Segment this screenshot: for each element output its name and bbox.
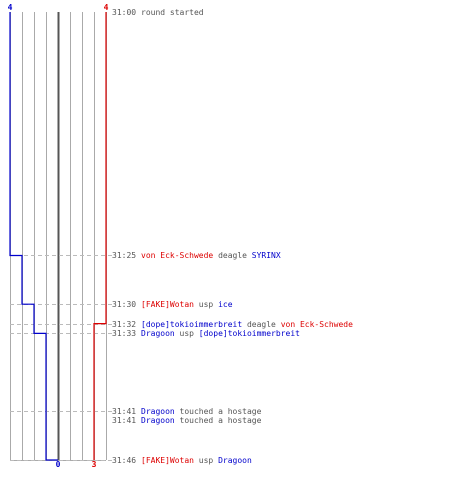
event-player-name: [FAKE]Wotan <box>141 456 194 465</box>
event-action: touched a hostage <box>175 416 262 425</box>
event-timestamp: 31:41 <box>112 407 136 416</box>
event-log-line: 31:32 [dope]tokioimmerbreit deagle von Ec… <box>112 320 353 329</box>
event-log-line: 31:33 Dragoon usp [dope]tokioimmerbreit <box>112 329 300 338</box>
event-timestamp: 31:32 <box>112 320 136 329</box>
event-player-name: Dragoon <box>141 416 175 425</box>
event-player-name: [FAKE]Wotan <box>141 300 194 309</box>
team-red-start-count: 4 <box>104 3 109 12</box>
event-player-name: von Eck-Schwede <box>276 320 353 329</box>
event-player-name: [dope]tokioimmerbreit <box>141 320 242 329</box>
team-survivor-lines <box>9 12 107 461</box>
event-log-line: 31:30 [FAKE]Wotan usp ice <box>112 300 233 309</box>
event-action: usp <box>175 329 194 338</box>
grid-lines <box>10 12 107 461</box>
event-log-line: 31:41 Dragoon touched a hostage <box>112 407 262 416</box>
event-action: usp <box>194 456 213 465</box>
event-player-name: Dragoon <box>141 329 175 338</box>
team-red-line <box>93 12 107 460</box>
team-red-end-count: 3 <box>92 460 97 469</box>
event-player-name: Dragoon <box>213 456 252 465</box>
event-log-line: 31:46 [FAKE]Wotan usp Dragoon <box>112 456 252 465</box>
team-count-labels: 4 0 4 3 <box>8 3 109 469</box>
event-player-name: SYRINX <box>247 251 281 260</box>
event-action: deagle <box>213 251 247 260</box>
event-player-name: von Eck-Schwede <box>141 251 213 260</box>
event-guide-lines <box>10 255 112 461</box>
team-blue-end-count: 0 <box>56 460 61 469</box>
event-action: round started <box>141 8 204 17</box>
event-timestamp: 31:41 <box>112 416 136 425</box>
event-timestamp: 31:30 <box>112 300 136 309</box>
event-log-line: 31:41 Dragoon touched a hostage <box>112 416 262 425</box>
team-blue-line <box>9 12 58 461</box>
event-player-name: Dragoon <box>141 407 175 416</box>
event-log-line: 31:25 von Eck-Schwede deagle SYRINX <box>112 251 281 260</box>
event-timestamp: 31:25 <box>112 251 136 260</box>
event-timestamp: 31:46 <box>112 456 136 465</box>
event-player-name: ice <box>213 300 232 309</box>
event-log: 31:00 round started 31:25 von Eck-Schwede d… <box>112 8 353 465</box>
team-blue-start-count: 4 <box>8 3 13 12</box>
event-player-name: [dope]tokioimmerbreit <box>194 329 300 338</box>
event-log-line: 31:00 round started <box>112 8 204 17</box>
event-action: deagle <box>242 320 276 329</box>
event-timestamp: 31:00 <box>112 8 136 17</box>
event-action: touched a hostage <box>175 407 262 416</box>
event-timestamp: 31:33 <box>112 329 136 338</box>
event-action: usp <box>194 300 213 309</box>
